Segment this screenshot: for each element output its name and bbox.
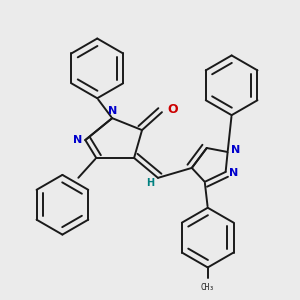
Text: N: N [108,106,117,116]
Text: N: N [73,135,82,145]
Text: N: N [231,146,241,155]
Text: CH₃: CH₃ [201,283,215,292]
Text: O: O [167,103,178,116]
Text: H: H [146,178,154,188]
Text: N: N [229,168,239,178]
